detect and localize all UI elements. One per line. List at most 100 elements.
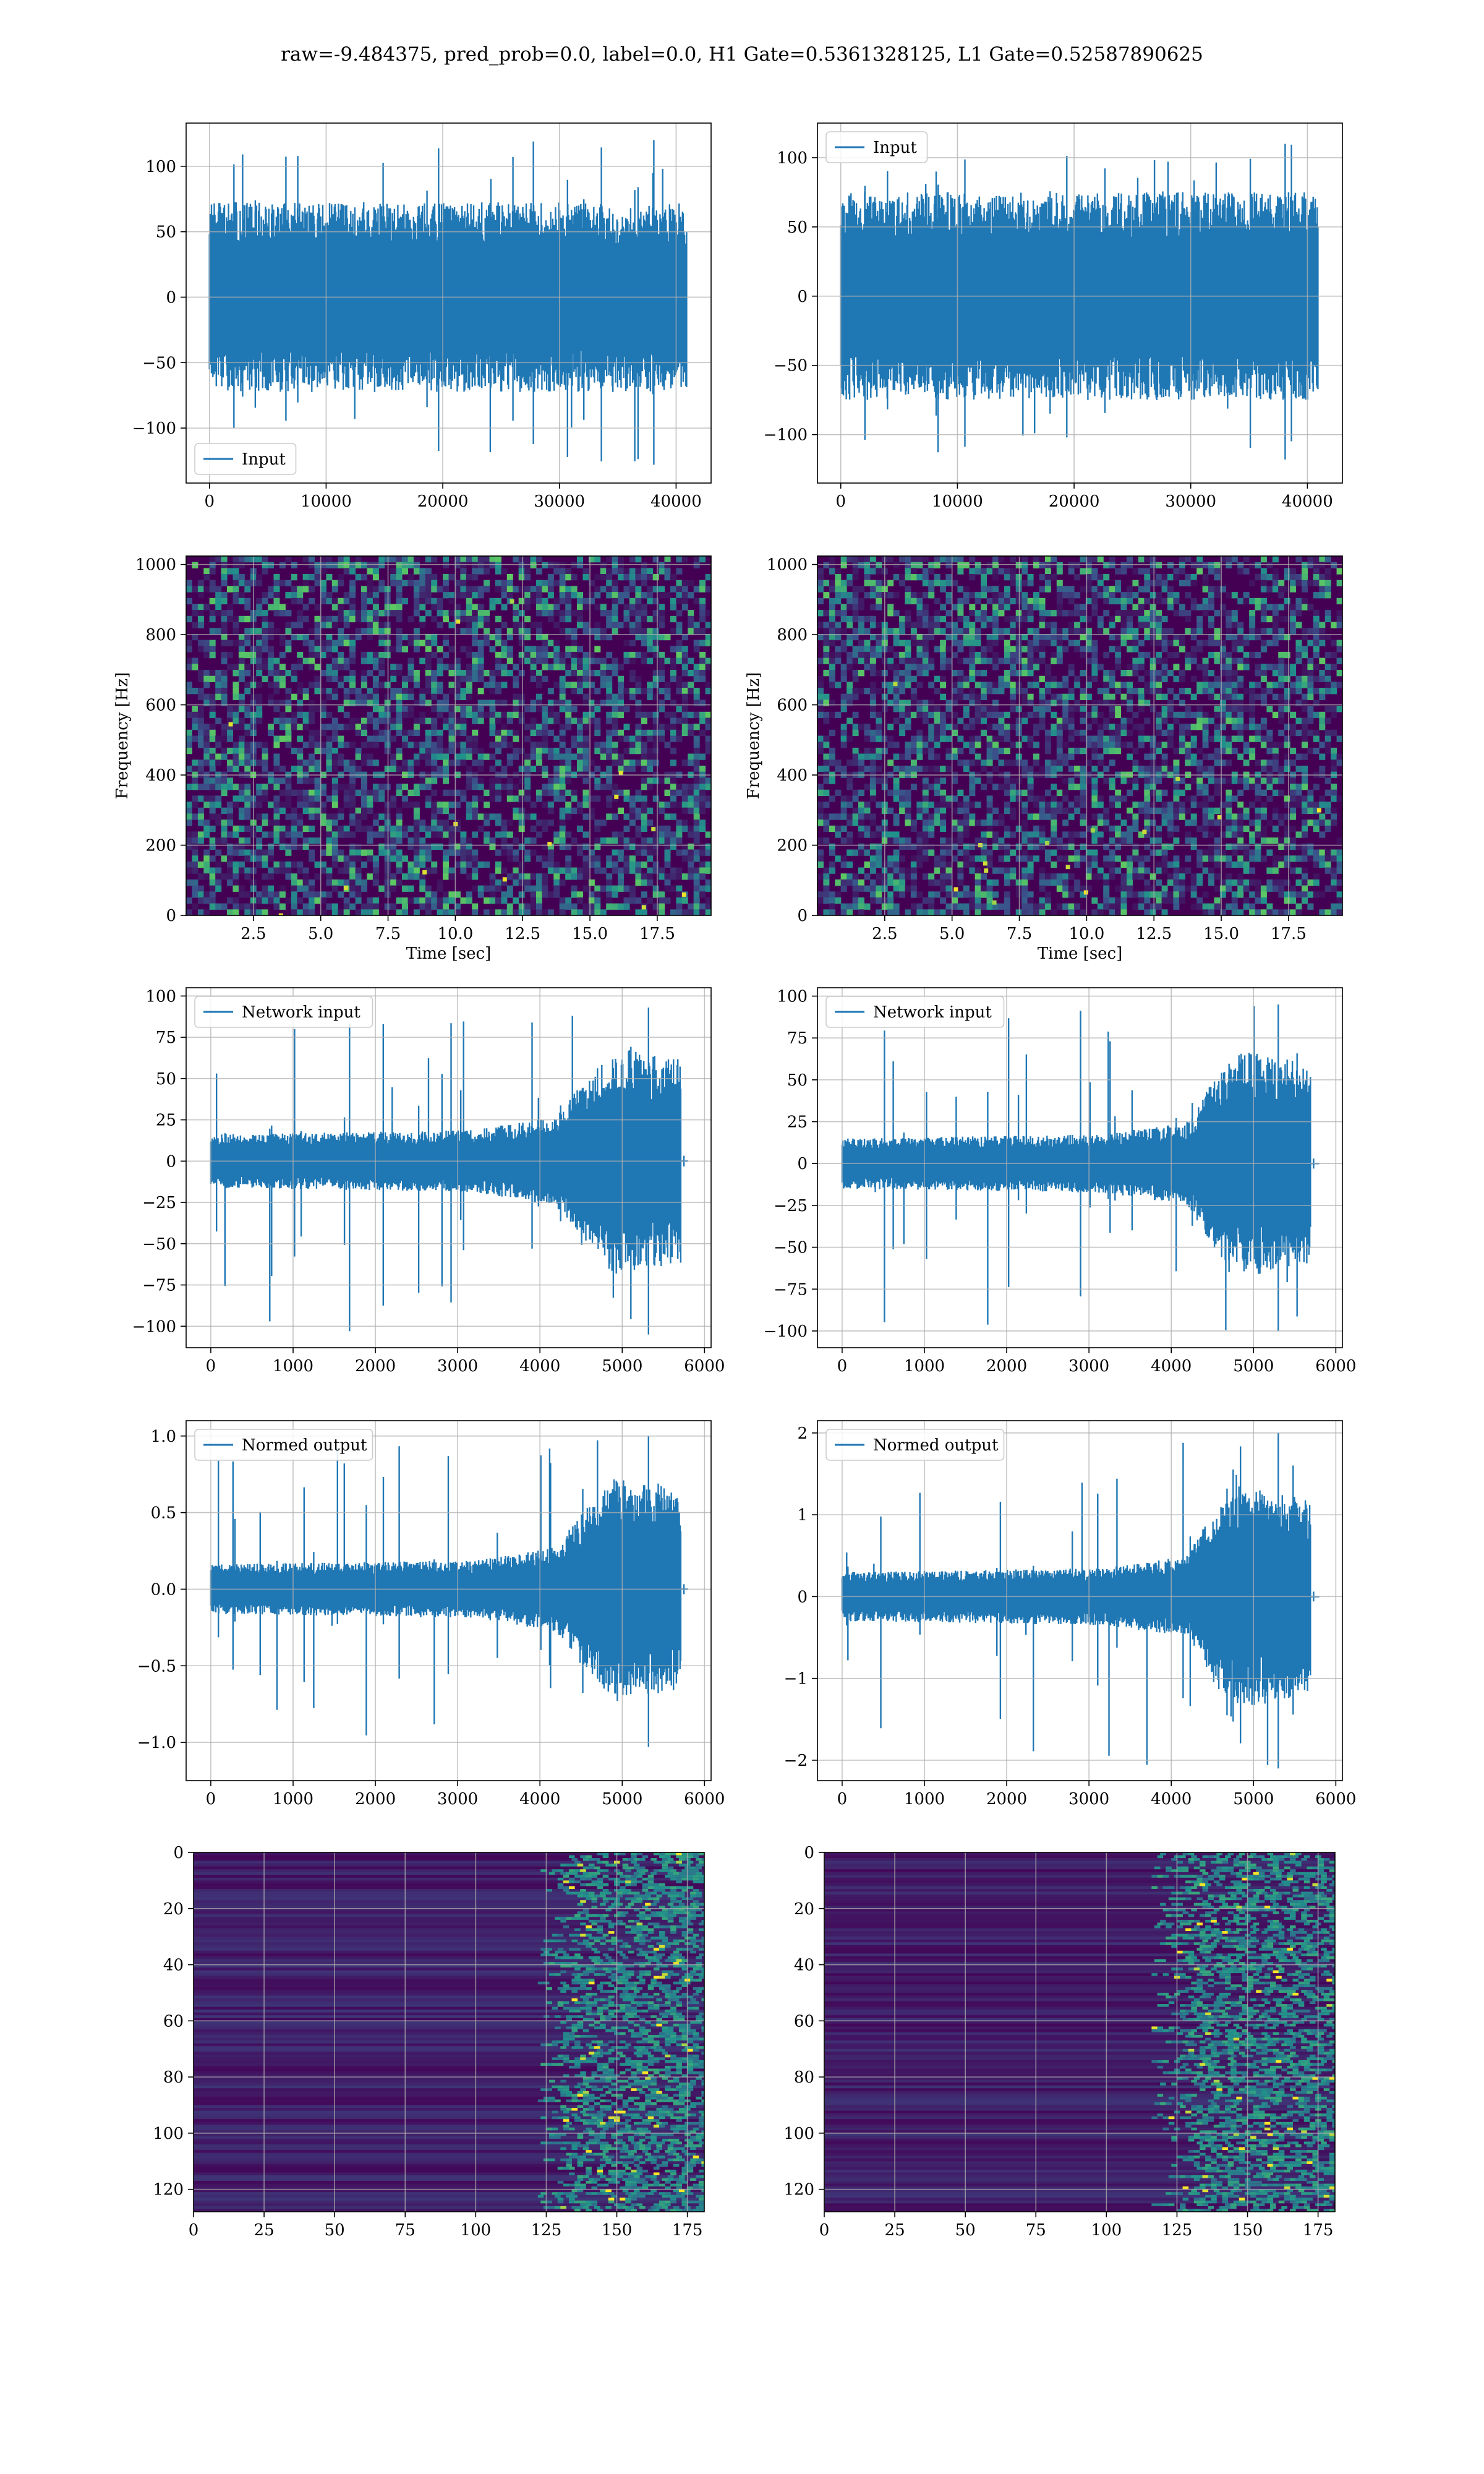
heatmap-cell — [693, 597, 700, 605]
heatmap-cell — [186, 837, 192, 844]
heatmap-cell — [326, 592, 333, 599]
heatmap-cell — [840, 873, 847, 880]
heatmap-cell — [676, 640, 683, 646]
heatmap-cell — [629, 802, 636, 808]
heatmap-cell — [530, 747, 537, 755]
heatmap-cell — [916, 903, 923, 910]
heatmap-cell — [910, 711, 917, 719]
heatmap-cell — [326, 724, 333, 730]
heatmap-cell — [986, 802, 993, 808]
heatmap-cell — [372, 760, 379, 766]
heatmap-cell — [192, 664, 198, 670]
heatmap-cell — [969, 688, 976, 695]
heatmap-cell — [829, 675, 835, 682]
heatmap-cell — [542, 789, 548, 796]
heatmap-cell — [571, 909, 578, 915]
heatmap-cell — [846, 556, 853, 563]
heatmap-cell — [460, 831, 467, 838]
heatmap-cell — [1039, 688, 1046, 695]
heatmap-cell — [823, 873, 830, 880]
heatmap-cell — [256, 784, 263, 790]
heatmap-cell — [864, 688, 871, 695]
heatmap-cell — [197, 891, 204, 898]
heatmap-cell — [869, 849, 876, 856]
heatmap-cell — [466, 610, 472, 617]
heatmap-cell — [518, 873, 525, 880]
heatmap-cell — [835, 651, 842, 659]
heatmap-cell — [425, 760, 432, 766]
heatmap-cell — [693, 742, 700, 748]
heatmap-cell — [635, 789, 642, 796]
heatmap-cell — [571, 742, 578, 748]
heatmap-cell — [477, 760, 484, 766]
heatmap-cell — [1027, 640, 1034, 646]
heatmap-cell — [331, 795, 338, 802]
heatmap-cell — [992, 807, 999, 814]
heatmap-cell — [858, 760, 864, 766]
heatmap-cell — [361, 700, 367, 706]
heatmap-cell — [518, 747, 525, 755]
heatmap-cell — [431, 675, 438, 682]
heatmap-cell — [629, 897, 636, 904]
heatmap-cell — [1068, 831, 1075, 838]
heatmap-cell — [618, 873, 625, 880]
heatmap-cell — [823, 879, 830, 886]
heatmap-cell — [688, 670, 694, 677]
heatmap-cell — [876, 633, 882, 641]
heatmap-cell — [606, 879, 613, 886]
heatmap-cell — [559, 825, 566, 833]
heatmap-cell — [262, 795, 268, 802]
heatmap-cell — [600, 628, 607, 635]
heatmap-cell — [542, 742, 548, 748]
heatmap-hotspot — [422, 870, 427, 875]
heatmap-cell — [910, 735, 917, 742]
heatmap-cell — [664, 802, 671, 808]
heatmap-cell — [869, 753, 876, 760]
heatmap-cell — [477, 675, 484, 682]
heatmap-cell — [928, 813, 935, 820]
heatmap-cell — [1044, 670, 1051, 677]
heatmap-cell — [372, 789, 379, 796]
heatmap-cell — [840, 879, 847, 886]
heatmap-cell — [905, 682, 911, 688]
heatmap-cell — [846, 640, 853, 646]
heatmap-cell — [1015, 610, 1022, 617]
heatmap-cell — [635, 682, 642, 688]
heatmap-cell — [1021, 717, 1028, 724]
heatmap-cell — [1091, 604, 1098, 610]
heatmap-cell — [1033, 802, 1039, 808]
heatmap-cell — [437, 897, 443, 904]
heatmap-cell — [910, 700, 917, 706]
heatmap-cell — [518, 843, 525, 850]
heatmap-cell — [209, 670, 216, 677]
heatmap-cell — [209, 562, 216, 568]
heatmap-cell — [454, 891, 461, 898]
heatmap-cell — [829, 670, 835, 677]
heatmap-cell — [407, 802, 414, 808]
heatmap-cell — [945, 724, 952, 730]
heatmap-cell — [536, 789, 542, 796]
heatmap-cell — [1021, 837, 1028, 844]
heatmap-cell — [524, 735, 531, 742]
heatmap-cell — [244, 909, 251, 915]
heatmap-cell — [1027, 909, 1034, 915]
heatmap-cell — [559, 813, 566, 820]
heatmap-cell — [934, 615, 940, 623]
heatmap-cell — [817, 742, 824, 748]
heatmap-cell — [1051, 640, 1057, 646]
heatmap-cell — [384, 820, 391, 826]
heatmap-cell — [448, 729, 455, 737]
heatmap-cell — [197, 831, 204, 838]
heatmap-cell — [852, 903, 859, 910]
heatmap-cell — [652, 843, 659, 850]
heatmap-cell — [320, 784, 326, 790]
heatmap-cell — [981, 688, 987, 695]
heatmap-cell — [536, 580, 542, 586]
heatmap-cell — [320, 742, 326, 748]
heatmap-cell — [899, 657, 906, 664]
heatmap-cell — [326, 849, 333, 856]
heatmap-cell — [928, 657, 935, 664]
heatmap-cell — [846, 657, 853, 664]
heatmap-cell — [864, 753, 871, 760]
heatmap-cell — [262, 622, 268, 628]
